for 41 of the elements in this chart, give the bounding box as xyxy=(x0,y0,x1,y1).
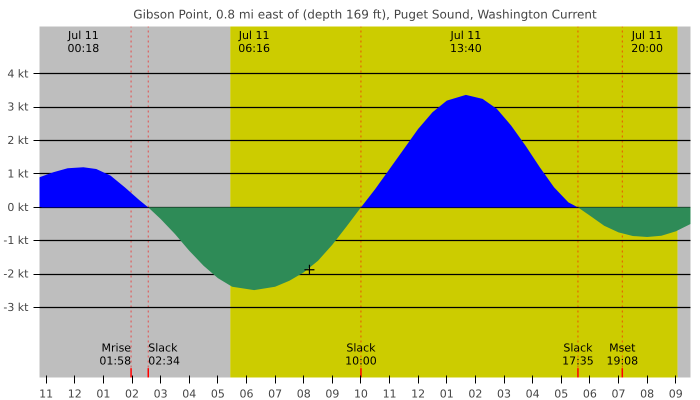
annotation: Jul 11 06:16 xyxy=(238,29,270,56)
x-tick-label: 12 xyxy=(411,388,426,400)
y-tick-label: 4 kt xyxy=(7,67,30,80)
x-tick-label: 07 xyxy=(268,388,282,400)
x-tick-label: 08 xyxy=(640,388,654,400)
ref-line-label: Mrise 01:58 xyxy=(99,341,132,368)
ref-line-label: Slack 02:34 xyxy=(148,341,180,368)
ref-line-label: Mset 19:08 xyxy=(606,341,638,368)
x-tick-label: 02 xyxy=(468,388,482,400)
x-tick-label: 07 xyxy=(611,388,626,400)
y-tick-label: 1 kt xyxy=(7,167,30,180)
x-tick-label: 01 xyxy=(440,388,454,400)
x-tick-label: 03 xyxy=(154,388,168,400)
y-tick-label: 0 kt xyxy=(7,200,30,214)
annotation: Jul 11 20:00 xyxy=(630,29,663,56)
x-tick-label: 01 xyxy=(96,388,110,400)
x-tick-label: 12 xyxy=(68,388,82,400)
x-tick-label: 02 xyxy=(125,388,140,400)
x-tick-label: 03 xyxy=(497,388,512,400)
annotation: Jul 11 13:40 xyxy=(449,29,482,56)
x-tick-label: 05 xyxy=(210,388,225,400)
x-tick-label: 06 xyxy=(239,388,254,400)
x-tick-label: 04 xyxy=(526,388,540,400)
y-tick-label: 3 kt xyxy=(7,100,30,114)
x-tick-label: 09 xyxy=(325,388,340,400)
ref-line-label: Slack 10:00 xyxy=(345,341,377,368)
y-tick-label: -2 kt xyxy=(3,268,30,281)
x-tick-label: 10 xyxy=(354,388,368,400)
y-tick-label: 2 kt xyxy=(7,134,30,148)
y-tick-label: -1 kt xyxy=(3,234,30,248)
chart-title: Gibson Point, 0.8 mi east of (depth 169 ft), Puget Sound, Washington Current xyxy=(133,8,598,22)
x-tick-label: 11 xyxy=(39,388,54,400)
x-tick-label: 05 xyxy=(554,388,568,400)
annotation: Jul 11 00:18 xyxy=(66,29,100,56)
x-tick-label: 06 xyxy=(582,388,597,400)
ref-line-label: Slack 17:35 xyxy=(562,341,594,368)
x-tick-label: 08 xyxy=(296,388,311,400)
x-tick-label: 09 xyxy=(668,388,683,400)
x-tick-label: 04 xyxy=(182,388,196,400)
x-tick-label: 11 xyxy=(382,388,397,400)
y-tick-label: -3 kt xyxy=(3,300,30,314)
